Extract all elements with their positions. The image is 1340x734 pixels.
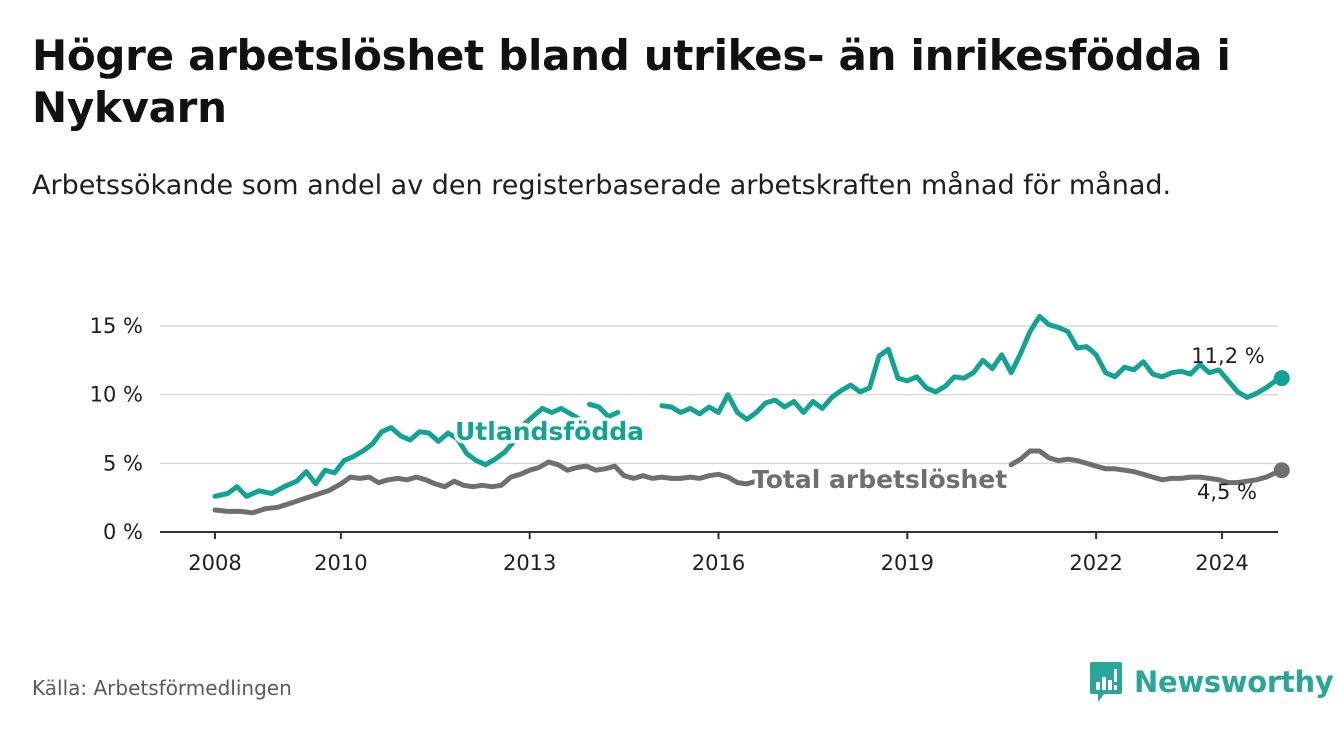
label-total: Total arbetslöshet xyxy=(752,465,1007,494)
brand-name: Newsworthy xyxy=(1134,665,1334,699)
series-line-utlandsfodda xyxy=(659,313,1285,422)
source-note: Källa: Arbetsförmedlingen xyxy=(32,676,292,700)
label-utlandsfodda-halo: Utlandsfödda xyxy=(455,417,644,446)
newsworthy-logo-icon xyxy=(1090,662,1122,702)
end-value-utlandsfodda: 11,2 % xyxy=(1191,344,1264,368)
brand-logo[interactable]: Newsworthy xyxy=(1088,660,1334,704)
end-marker-total-arbetsloshet xyxy=(1273,462,1290,479)
y-tick-label: 10 % xyxy=(90,383,143,407)
chart-subtitle: Arbetssökande som andel av den registerb… xyxy=(32,170,1172,201)
x-tick-label: 2010 xyxy=(314,551,367,575)
gridlines xyxy=(160,325,1278,465)
x-tick-label: 2022 xyxy=(1069,551,1122,575)
x-tick-label: 2013 xyxy=(503,551,556,575)
series-line-utlandsfodda xyxy=(587,401,621,420)
y-tick-label: 15 % xyxy=(90,314,143,338)
end-value-total: 4,5 % xyxy=(1197,480,1257,504)
x-tick-label: 2019 xyxy=(881,551,934,575)
series-line-total-arbetsloshet xyxy=(1008,448,1285,486)
label-utlandsfodda: Utlandsfödda xyxy=(455,417,644,446)
axes: 0 % 5 % 10 % 15 % 2008 2010 2013 2016 2019 2022 20… xyxy=(90,314,1278,575)
line-chart: 0 % 5 % 10 % 15 % 2008 2010 2013 2016 2019 2022 20… xyxy=(90,313,1290,575)
series-line-utlandsfodda xyxy=(212,405,583,499)
y-tick-label: 5 % xyxy=(103,451,143,475)
x-tick-label: 2008 xyxy=(188,551,241,575)
y-tick-label: 0 % xyxy=(103,520,143,544)
x-tick-label: 2024 xyxy=(1195,551,1248,575)
series-line-total-arbetsloshet xyxy=(212,459,769,516)
x-tick-label: 2016 xyxy=(692,551,745,575)
label-total-halo: Total arbetslöshet xyxy=(752,465,1007,494)
chart-title: Högre arbetslöshet bland utrikes- än inr… xyxy=(32,31,1231,132)
series-lines xyxy=(212,313,1290,516)
end-marker-utlandsfodda xyxy=(1273,370,1290,387)
